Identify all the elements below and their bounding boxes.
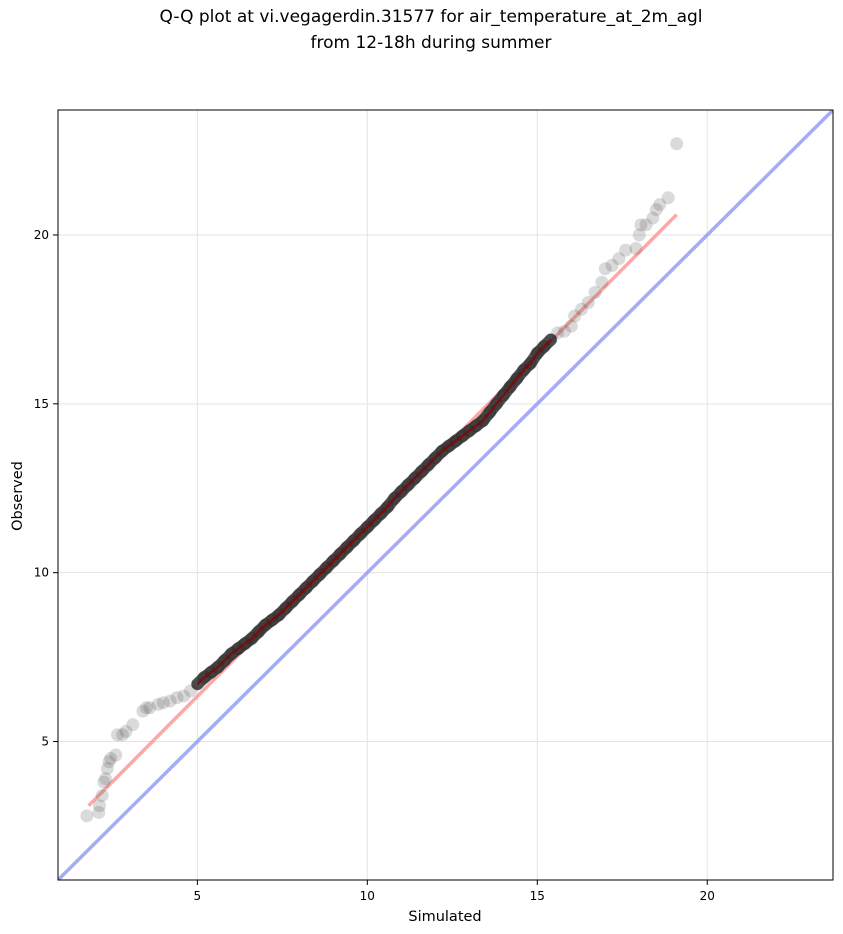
data-point-81	[581, 296, 595, 309]
data-point-14	[136, 704, 150, 718]
data-point-9	[109, 748, 123, 762]
chart-title-line-2: from 12-18h during summer	[311, 33, 552, 53]
data-point-21	[177, 689, 191, 703]
data-point-78	[564, 319, 578, 333]
axes: 5 10 15 20 5 10 15 20	[34, 109, 834, 903]
data-point-92	[646, 211, 660, 225]
data-point-20	[170, 691, 184, 705]
data-point-7	[102, 755, 116, 769]
data-point-5	[99, 772, 113, 786]
identity-line	[58, 110, 833, 880]
data-point-16	[143, 701, 157, 715]
data-point-6	[100, 762, 114, 776]
data-point-8	[104, 751, 118, 765]
plot-frame	[57, 109, 834, 881]
data-point-82	[588, 285, 602, 299]
data-point-83	[595, 275, 609, 289]
data-point-4	[97, 775, 111, 789]
x-axis-label: Simulated	[408, 909, 481, 925]
data-point-80	[574, 302, 588, 316]
data-point-84	[598, 262, 612, 276]
data-point-19	[163, 694, 177, 708]
data-point-87	[619, 243, 633, 257]
y-tick-label-15: 15	[34, 397, 49, 411]
data-point-77	[557, 324, 571, 338]
data-point-86	[612, 252, 626, 266]
data-point-96	[670, 137, 684, 151]
data-point-12	[119, 724, 133, 738]
data-point-94	[653, 198, 667, 212]
dense-points-band	[191, 333, 557, 691]
chart-title-line-1: Q-Q plot at vi.vegagerdin.31577 for air_…	[159, 7, 702, 27]
y-tick-label-20: 20	[34, 228, 49, 242]
fit-line-overlap	[196, 338, 552, 685]
data-point-93	[649, 203, 663, 217]
data-point-88	[629, 241, 643, 255]
data-point-10	[110, 728, 124, 742]
grid-lines	[58, 110, 833, 880]
data-point-17	[151, 697, 165, 711]
y-tick-label-5: 5	[41, 735, 49, 749]
data-point-15	[139, 701, 153, 715]
data-point-2	[92, 799, 106, 813]
x-tick-label-10: 10	[360, 889, 375, 903]
data-point-85	[605, 258, 619, 272]
data-point-0	[80, 809, 94, 823]
data-point-1	[92, 805, 106, 819]
data-point-90	[634, 218, 648, 232]
x-tick-label-5: 5	[194, 889, 202, 903]
data-point-3	[95, 789, 109, 803]
x-tick-label-15: 15	[530, 889, 545, 903]
data-point-13	[126, 718, 140, 732]
y-tick-label-10: 10	[34, 566, 49, 580]
data-layer	[58, 110, 833, 880]
data-point-18	[156, 696, 170, 710]
data-point-91	[639, 218, 653, 232]
data-point-11	[116, 728, 130, 742]
x-tick-label-20: 20	[700, 889, 715, 903]
y-axis-label: Observed	[10, 461, 26, 531]
data-point-89	[632, 228, 646, 242]
data-point-95	[661, 191, 675, 205]
data-point-79	[568, 309, 582, 323]
